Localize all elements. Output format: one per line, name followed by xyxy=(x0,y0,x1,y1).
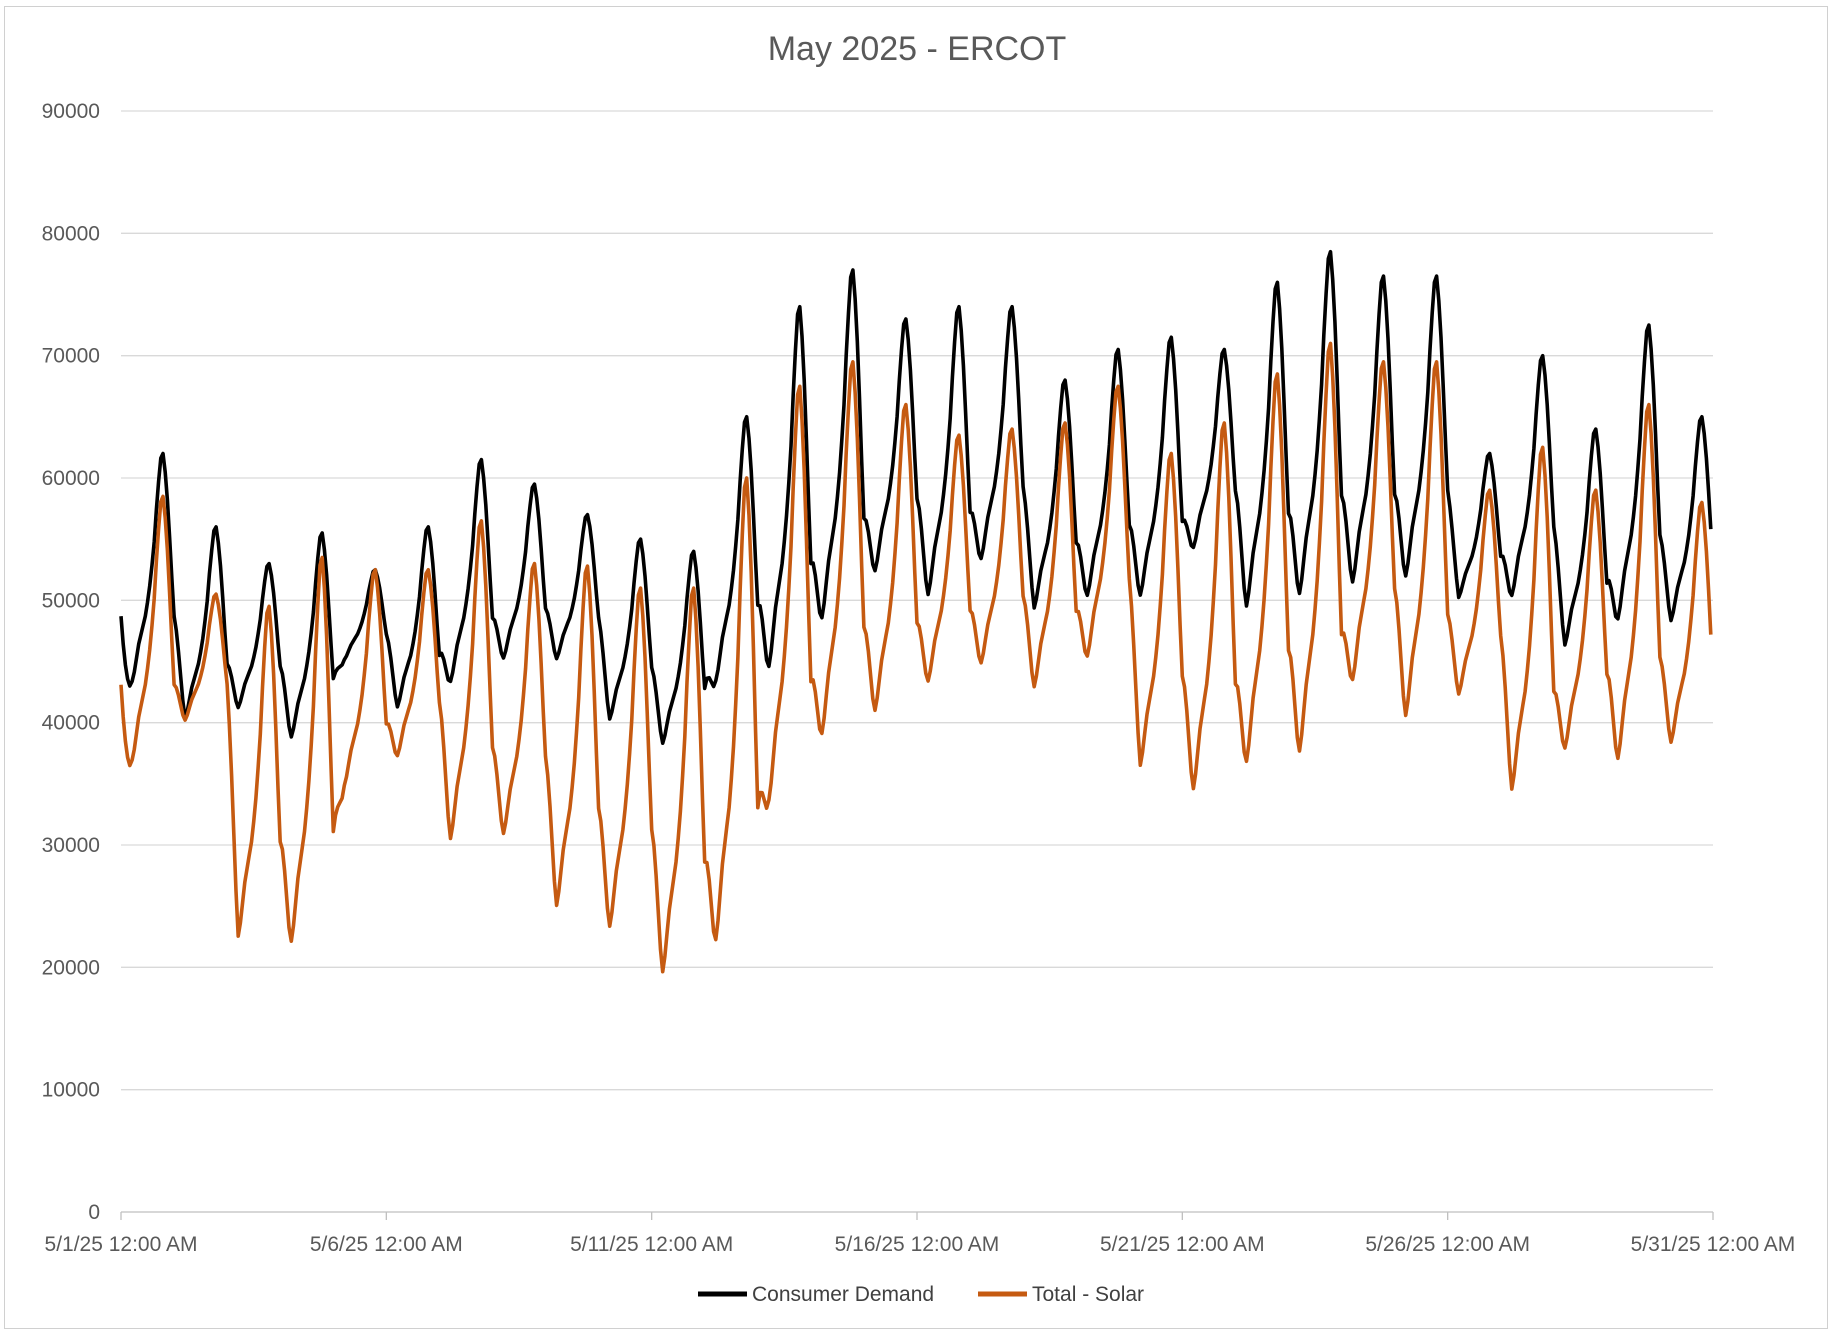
x-tick-label: 5/31/25 12:00 AM xyxy=(1631,1233,1796,1256)
y-tick-label: 50000 xyxy=(42,589,100,612)
y-tick-label: 60000 xyxy=(42,467,100,490)
chart-title: May 2025 - ERCOT xyxy=(768,30,1067,68)
series-line-consumer-demand xyxy=(119,249,1713,745)
x-tick-label: 5/26/25 12:00 AM xyxy=(1365,1233,1530,1256)
y-axis: 0 10000 20000 30000 40000 50000 60000 70000 8000… xyxy=(42,100,100,1224)
y-tick-label: 20000 xyxy=(42,956,100,979)
y-tick-label: 10000 xyxy=(42,1079,100,1102)
x-tick-label: 5/6/25 12:00 AM xyxy=(310,1233,463,1256)
x-tick-label: 5/1/25 12:00 AM xyxy=(45,1233,198,1256)
y-tick-label: 0 xyxy=(88,1201,100,1224)
x-axis: 5/1/25 12:00 AM 5/6/25 12:00 AM 5/11/25 12… xyxy=(45,1211,1796,1256)
legend-label-total-solar: Total - Solar xyxy=(1032,1283,1144,1306)
x-tick-label: 5/11/25 12:00 AM xyxy=(570,1233,733,1256)
y-tick-label: 80000 xyxy=(42,222,100,245)
y-tick-label: 40000 xyxy=(42,712,100,735)
legend-item-total-solar: Total - Solar xyxy=(978,1283,1144,1306)
legend-item-consumer-demand: Consumer Demand xyxy=(698,1283,934,1306)
x-tick-label: 5/21/25 12:00 AM xyxy=(1100,1233,1265,1256)
x-tick-label: 5/16/25 12:00 AM xyxy=(835,1233,1000,1256)
y-tick-label: 70000 xyxy=(42,345,100,368)
chart-area: May 2025 - ERCOT 0 10000 20000 30000 40000 50… xyxy=(4,6,1828,1329)
series-line-total-solar xyxy=(119,341,1713,974)
y-tick-label: 30000 xyxy=(42,834,100,857)
series-lines xyxy=(119,249,1713,974)
legend: Consumer Demand Total - Solar xyxy=(698,1283,1144,1306)
y-tick-label: 90000 xyxy=(42,100,100,123)
legend-label-consumer-demand: Consumer Demand xyxy=(752,1283,934,1306)
chart-canvas: May 2025 - ERCOT 0 10000 20000 30000 40000 50… xyxy=(42,30,1796,1306)
